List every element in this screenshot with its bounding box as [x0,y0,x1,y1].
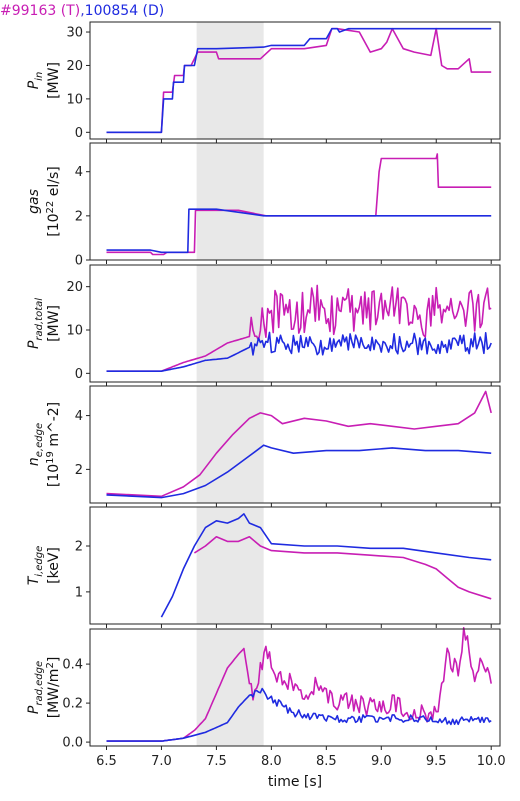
y-tick-label: 2 [75,463,83,478]
y-axis-label: ne,edge [26,423,45,466]
shaded-window [196,629,264,746]
panel-p-rad-edge: 0.0 0.2 0.4 6.5 7.0 7.5 8.0 8.5 9.0 9.5 10.0 Prad,e… [26,626,506,790]
x-tick-label: 6.5 [96,754,117,769]
x-tick-label: 9.5 [426,754,447,769]
series-line-run1 [106,27,492,134]
y-tick-label: 4 [75,409,83,424]
shaded-window [196,265,264,382]
plot-frame [89,264,501,383]
legend-run2: 100854 (D) [84,3,165,19]
y-axis-label: Prad,total [26,298,45,349]
series-line-run1 [193,535,492,600]
plot-frame [89,142,501,261]
panel-p-rad-total: 0 10 20 Prad,total [MW] [26,264,501,386]
series-line-run2 [160,513,492,618]
y-axis-unit: [1022 el/s] [45,166,62,236]
y-axis-unit: [MW] [46,305,62,342]
y-tick-label: 0.4 [62,658,83,673]
x-tick-label: 8.5 [316,754,337,769]
panel-n-e-edge: 2 4 ne,edge[1019 m^-2] [26,385,501,507]
panel-gas: 0 2 4 gas[1022 el/s] [26,142,501,269]
series-line-run2 [106,27,492,134]
y-tick-label: 0 [75,126,83,141]
y-axis-unit: [MW] [46,62,62,99]
x-tick-label: 7.5 [206,754,227,769]
y-tick-label: 30 [66,26,83,41]
series-line-run1 [106,153,492,256]
series-line-run2 [106,331,492,373]
panel-p-in: 0 10 20 30 Pin [MW] [26,21,501,143]
shaded-window [196,143,264,260]
plot-frame [89,628,501,747]
series-line-run1 [106,390,492,498]
y-axis-unit: [keV] [46,547,62,584]
legend-run1: #99163 (T) [0,3,81,19]
y-axis-label: Prad,edge [26,661,45,714]
panel-t-i-edge: 1 2 Ti,edge [keV] [26,506,501,628]
plot-frame [89,21,501,140]
y-axis-unit: [1019 m^-2] [45,402,62,487]
series-line-run2 [106,444,492,499]
x-tick-label: 10.0 [477,754,506,769]
series-line-run1 [106,626,492,742]
x-tick-label: 8.0 [261,754,282,769]
y-tick-label: 2 [75,540,83,555]
series-line-run1 [106,284,492,373]
y-tick-label: 0.2 [62,697,83,712]
legend-separator: , [80,3,85,19]
figure-title: #99163 (T),100854 (D) [0,0,164,22]
series-line-run2 [106,208,492,254]
y-tick-label: 4 [75,165,83,180]
y-tick-label: 0 [75,254,83,269]
plot-frame [89,385,501,504]
y-axis-label: gas [26,189,42,214]
y-tick-label: 10 [66,92,83,107]
series-line-run2 [106,687,492,742]
y-tick-label: 0 [75,367,83,382]
y-axis-unit: [MW/m2] [45,657,62,719]
y-tick-label: 0.0 [62,736,83,751]
y-tick-label: 1 [75,585,83,600]
shaded-window [196,22,264,139]
x-axis-label: time [s] [268,774,322,790]
y-tick-label: 20 [66,59,83,74]
x-tick-label: 9.0 [371,754,392,769]
y-tick-label: 10 [66,324,83,339]
y-tick-label: 2 [75,209,83,224]
y-tick-label: 20 [66,280,83,295]
plot-frame [89,506,501,625]
y-axis-label: Ti,edge [26,546,45,586]
y-axis-label: Pin [26,72,45,90]
x-tick-label: 7.0 [151,754,172,769]
